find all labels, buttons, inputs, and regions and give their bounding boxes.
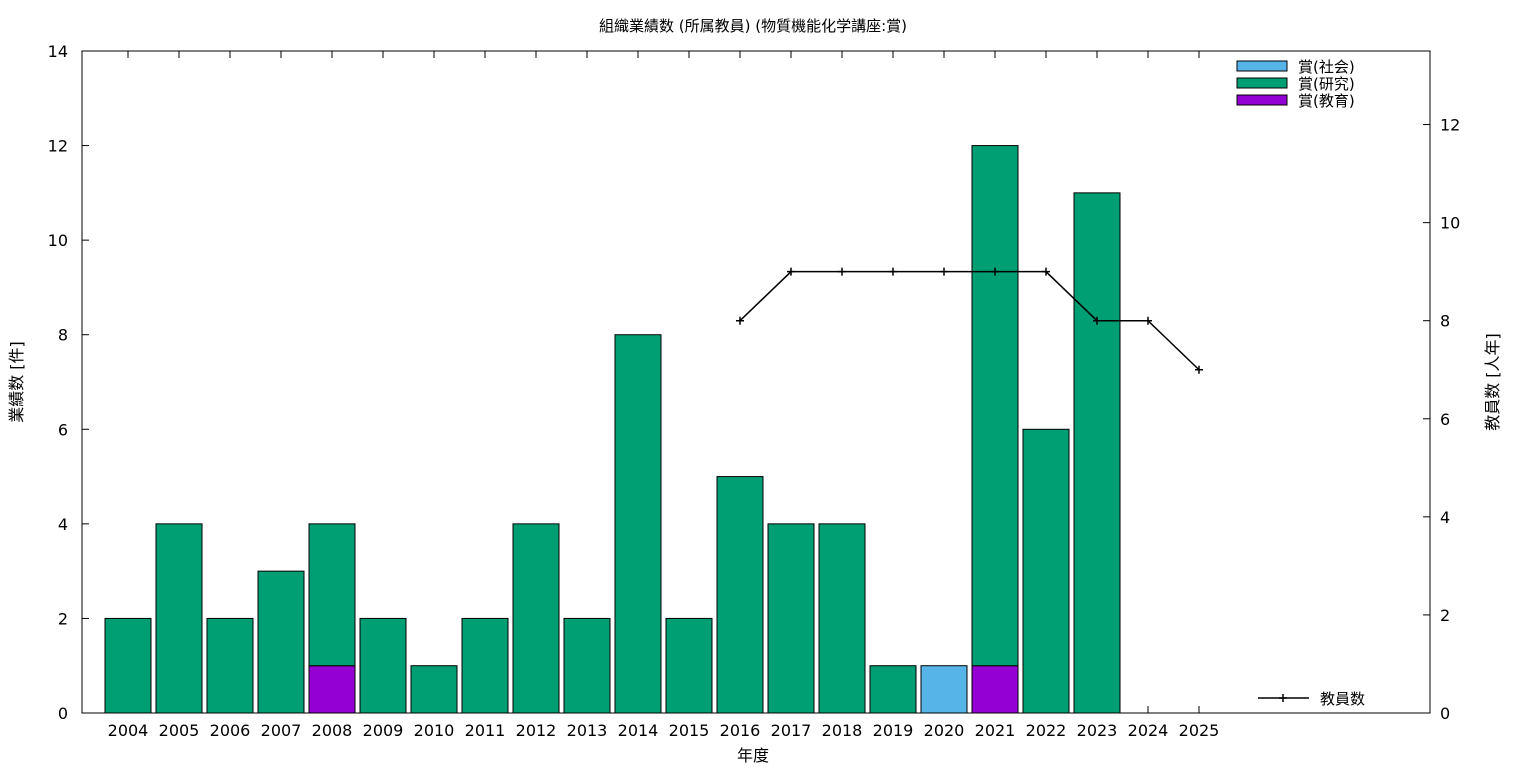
left-axis: 0 2 4 6 8 10 12 14: [48, 42, 89, 723]
x-tick-label: 2011: [465, 721, 506, 740]
x-tick-label: 2014: [618, 721, 659, 740]
x-tick-label: 2018: [822, 721, 863, 740]
x-tick-label: 2004: [108, 721, 149, 740]
staff-line-point: [1042, 267, 1050, 276]
legend-label: 賞(研究): [1298, 75, 1355, 93]
bar-research: [512, 523, 560, 714]
legend-label: 賞(教育): [1298, 92, 1355, 110]
staff-line-point: [1195, 365, 1203, 374]
y2-tick-label: 2: [1440, 606, 1450, 625]
x-tick-label: 2006: [210, 721, 251, 740]
staff-line-path: [739, 270, 1200, 371]
legend-line-marker: [1279, 694, 1287, 702]
chart-title: 組織業績数 (所属教員) (物質機能化学講座:賞): [599, 17, 907, 35]
x-tick-label: 2010: [414, 721, 455, 740]
y2-tick-label: 0: [1440, 704, 1450, 723]
bar-research: [665, 617, 713, 714]
staff-line-point: [1093, 316, 1101, 325]
x-tick-label: 2023: [1077, 721, 1118, 740]
staff-line-point: [991, 267, 999, 276]
bar-research: [1022, 428, 1070, 714]
y2-tick-label: 10: [1440, 214, 1460, 233]
y2-tick-label: 4: [1440, 508, 1450, 527]
y2-axis-label: 教員数 [人年]: [1483, 333, 1502, 431]
x-tick-label: 2013: [567, 721, 608, 740]
bar-research: [818, 523, 866, 714]
bar-social: [920, 665, 968, 714]
staff-line-point: [787, 267, 795, 276]
y-tick-label: 0: [58, 704, 68, 723]
legend-label: 賞(社会): [1298, 58, 1355, 76]
y-tick-label: 8: [58, 326, 68, 345]
staff-line-point: [838, 267, 846, 276]
bar-research: [206, 617, 254, 714]
x-axis: 2004 2005 2006 2007 2008 2009 2010 2011 2012 2013…: [108, 51, 1220, 740]
x-tick-label: 2025: [1179, 721, 1220, 740]
x-tick-label: 2020: [924, 721, 965, 740]
y-tick-label: 6: [58, 420, 68, 439]
y-tick-label: 12: [48, 137, 68, 156]
y-tick-label: 4: [58, 515, 68, 534]
y-tick-label: 2: [58, 609, 68, 628]
x-tick-label: 2012: [516, 721, 557, 740]
x-tick-label: 2008: [312, 721, 353, 740]
legend-swatch: [1236, 60, 1288, 72]
bar-research: [308, 523, 356, 667]
bar-research: [614, 334, 662, 714]
bar-education: [308, 665, 356, 714]
staff-line-point: [1144, 316, 1152, 325]
bar-education: [971, 665, 1019, 714]
bars: [104, 145, 1121, 714]
x-tick-label: 2022: [1026, 721, 1067, 740]
x-tick-label: 2019: [873, 721, 914, 740]
y-tick-label: 10: [48, 231, 68, 250]
x-tick-label: 2017: [771, 721, 812, 740]
x-tick-label: 2016: [720, 721, 761, 740]
bar-research: [155, 523, 203, 714]
staff-line-point: [736, 316, 744, 325]
bar-research: [104, 617, 152, 714]
right-axis: 0 2 4 6 8 10 12: [1423, 116, 1460, 723]
bar-research: [767, 523, 815, 714]
bar-research: [410, 665, 458, 714]
legend-swatch: [1236, 77, 1288, 89]
y2-tick-label: 12: [1440, 116, 1460, 135]
bar-research: [716, 476, 764, 714]
y-tick-label: 14: [48, 42, 68, 61]
bar-research: [563, 617, 611, 714]
legend-label: 教員数: [1320, 690, 1365, 708]
x-tick-label: 2015: [669, 721, 710, 740]
y-axis-label: 業績数 [件]: [7, 341, 26, 423]
bar-research: [971, 145, 1019, 667]
staff-line-point: [889, 267, 897, 276]
x-tick-label: 2024: [1128, 721, 1169, 740]
x-tick-label: 2007: [261, 721, 302, 740]
bar-research: [869, 665, 917, 714]
bar-research: [461, 617, 509, 714]
x-tick-label: 2005: [159, 721, 200, 740]
x-tick-label: 2021: [975, 721, 1016, 740]
bar-research: [359, 617, 407, 714]
bar-research: [257, 570, 305, 714]
staff-line: [736, 267, 1203, 374]
staff-line-point: [940, 267, 948, 276]
x-tick-label: 2009: [363, 721, 404, 740]
y2-tick-label: 8: [1440, 312, 1450, 331]
legend-swatch: [1236, 94, 1288, 106]
y2-tick-label: 6: [1440, 410, 1450, 429]
legend: 賞(社会)賞(研究)賞(教育) 教員数: [1236, 58, 1365, 708]
x-axis-label: 年度: [737, 746, 769, 765]
bar-research: [1073, 192, 1121, 714]
